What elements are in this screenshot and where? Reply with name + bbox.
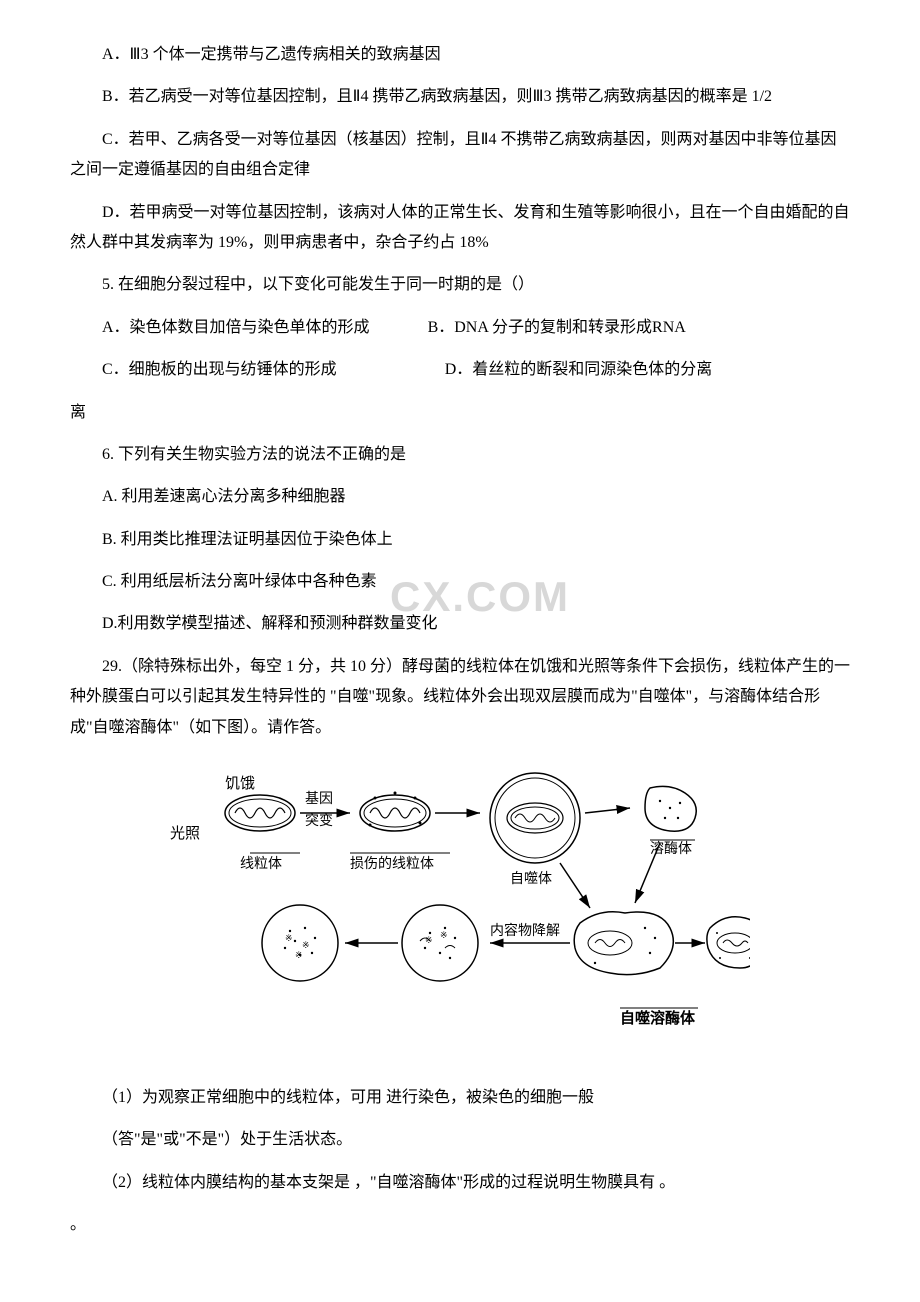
q5-options-row1: A．染色体数目加倍与染色单体的形成 B．DNA 分子的复制和转录形成RNA <box>70 313 850 343</box>
degraded-1: ※ ※ <box>402 905 478 981</box>
q29-sub1b: （答"是"或"不是"）处于生活状态。 <box>70 1125 850 1155</box>
option-d: D．若甲病受一对等位基因控制，该病对人体的正常生长、发育和生殖等影响很小，且在一… <box>70 198 850 259</box>
label-autophagosome: 自噬体 <box>510 871 552 887</box>
question-5: 5. 在细胞分裂过程中，以下变化可能发生于同一时期的是（） <box>70 270 850 300</box>
q29-sub2: （2）线粒体内膜结构的基本支架是 ，"自噬溶酶体"形成的过程说明生物膜具有 。 <box>70 1168 850 1198</box>
degraded-2: ※ ※ ※ <box>262 905 338 981</box>
q6-option-a: A. 利用差速离心法分离多种细胞器 <box>70 482 850 512</box>
q5-option-c: C．细胞板的出现与纺锤体的形成 <box>102 361 337 378</box>
q5-option-b: B．DNA 分子的复制和转录形成RNA <box>428 319 686 336</box>
q5-option-a: A．染色体数目加倍与染色单体的形成 <box>102 319 370 336</box>
q6-option-d: D.利用数学模型描述、解释和预测种群数量变化 <box>70 609 850 639</box>
mitochondria-1 <box>225 795 295 831</box>
option-b: B．若乙病受一对等位基因控制，且Ⅱ4 携带乙病致病基因，则Ⅲ3 携带乙病致病基因… <box>70 82 850 112</box>
autolysosome-merged <box>574 912 673 975</box>
autophagosome <box>490 773 580 863</box>
label-degradation: 内容物降解 <box>490 922 560 939</box>
label-mutation: 突变 <box>305 813 333 829</box>
diagram-svg: 饥饿 光照 线粒体 基因 突变 <box>150 763 750 1063</box>
q29-trailing: 。 <box>70 1210 850 1240</box>
label-lysosome: 溶酶体 <box>650 841 692 857</box>
q29-sub1a: （1）为观察正常细胞中的线粒体，可用 进行染色，被染色的细胞一般 <box>70 1083 850 1113</box>
autophagy-diagram: 饥饿 光照 线粒体 基因 突变 <box>70 763 850 1063</box>
label-damaged: 损伤的线粒体 <box>350 856 434 872</box>
lysosome <box>645 786 696 831</box>
option-a: A．Ⅲ3 个体一定携带与乙遗传病相关的致病基因 <box>70 40 850 70</box>
q5-option-d: D．着丝粒的断裂和同源染色体的分离 <box>445 361 713 378</box>
svg-text:※: ※ <box>302 940 310 950</box>
label-autolysosome: 自噬溶酶体 <box>620 1009 696 1027</box>
svg-text:※: ※ <box>440 930 448 940</box>
svg-text:※: ※ <box>295 950 303 960</box>
q6-option-b: B. 利用类比推理法证明基因位于染色体上 <box>70 525 850 555</box>
label-hunger: 饥饿 <box>225 775 255 792</box>
q6-option-c: C. 利用纸层析法分离叶绿体中各种色素 <box>70 567 850 597</box>
label-mitochondria: 线粒体 <box>240 856 282 872</box>
label-light: 光照 <box>170 825 200 842</box>
option-c: C．若甲、乙病各受一对等位基因（核基因）控制，且Ⅱ4 不携带乙病致病基因，则两对… <box>70 125 850 186</box>
question-6: 6. 下列有关生物实验方法的说法不正确的是 <box>70 440 850 470</box>
svg-text:※: ※ <box>425 935 433 945</box>
damaged-mitochondria <box>360 792 430 832</box>
q5-options-row2: C．细胞板的出现与纺锤体的形成 D．着丝粒的断裂和同源染色体的分离 <box>70 355 850 385</box>
label-gene: 基因 <box>305 790 333 807</box>
svg-text:※: ※ <box>285 933 293 943</box>
question-29: 29.（除特殊标出外，每空 1 分，共 10 分）酵母菌的线粒体在饥饿和光照等条… <box>70 652 850 743</box>
document-content: A．Ⅲ3 个体一定携带与乙遗传病相关的致病基因 B．若乙病受一对等位基因控制，且… <box>70 40 850 1241</box>
q5-trailing: 离 <box>70 398 850 428</box>
